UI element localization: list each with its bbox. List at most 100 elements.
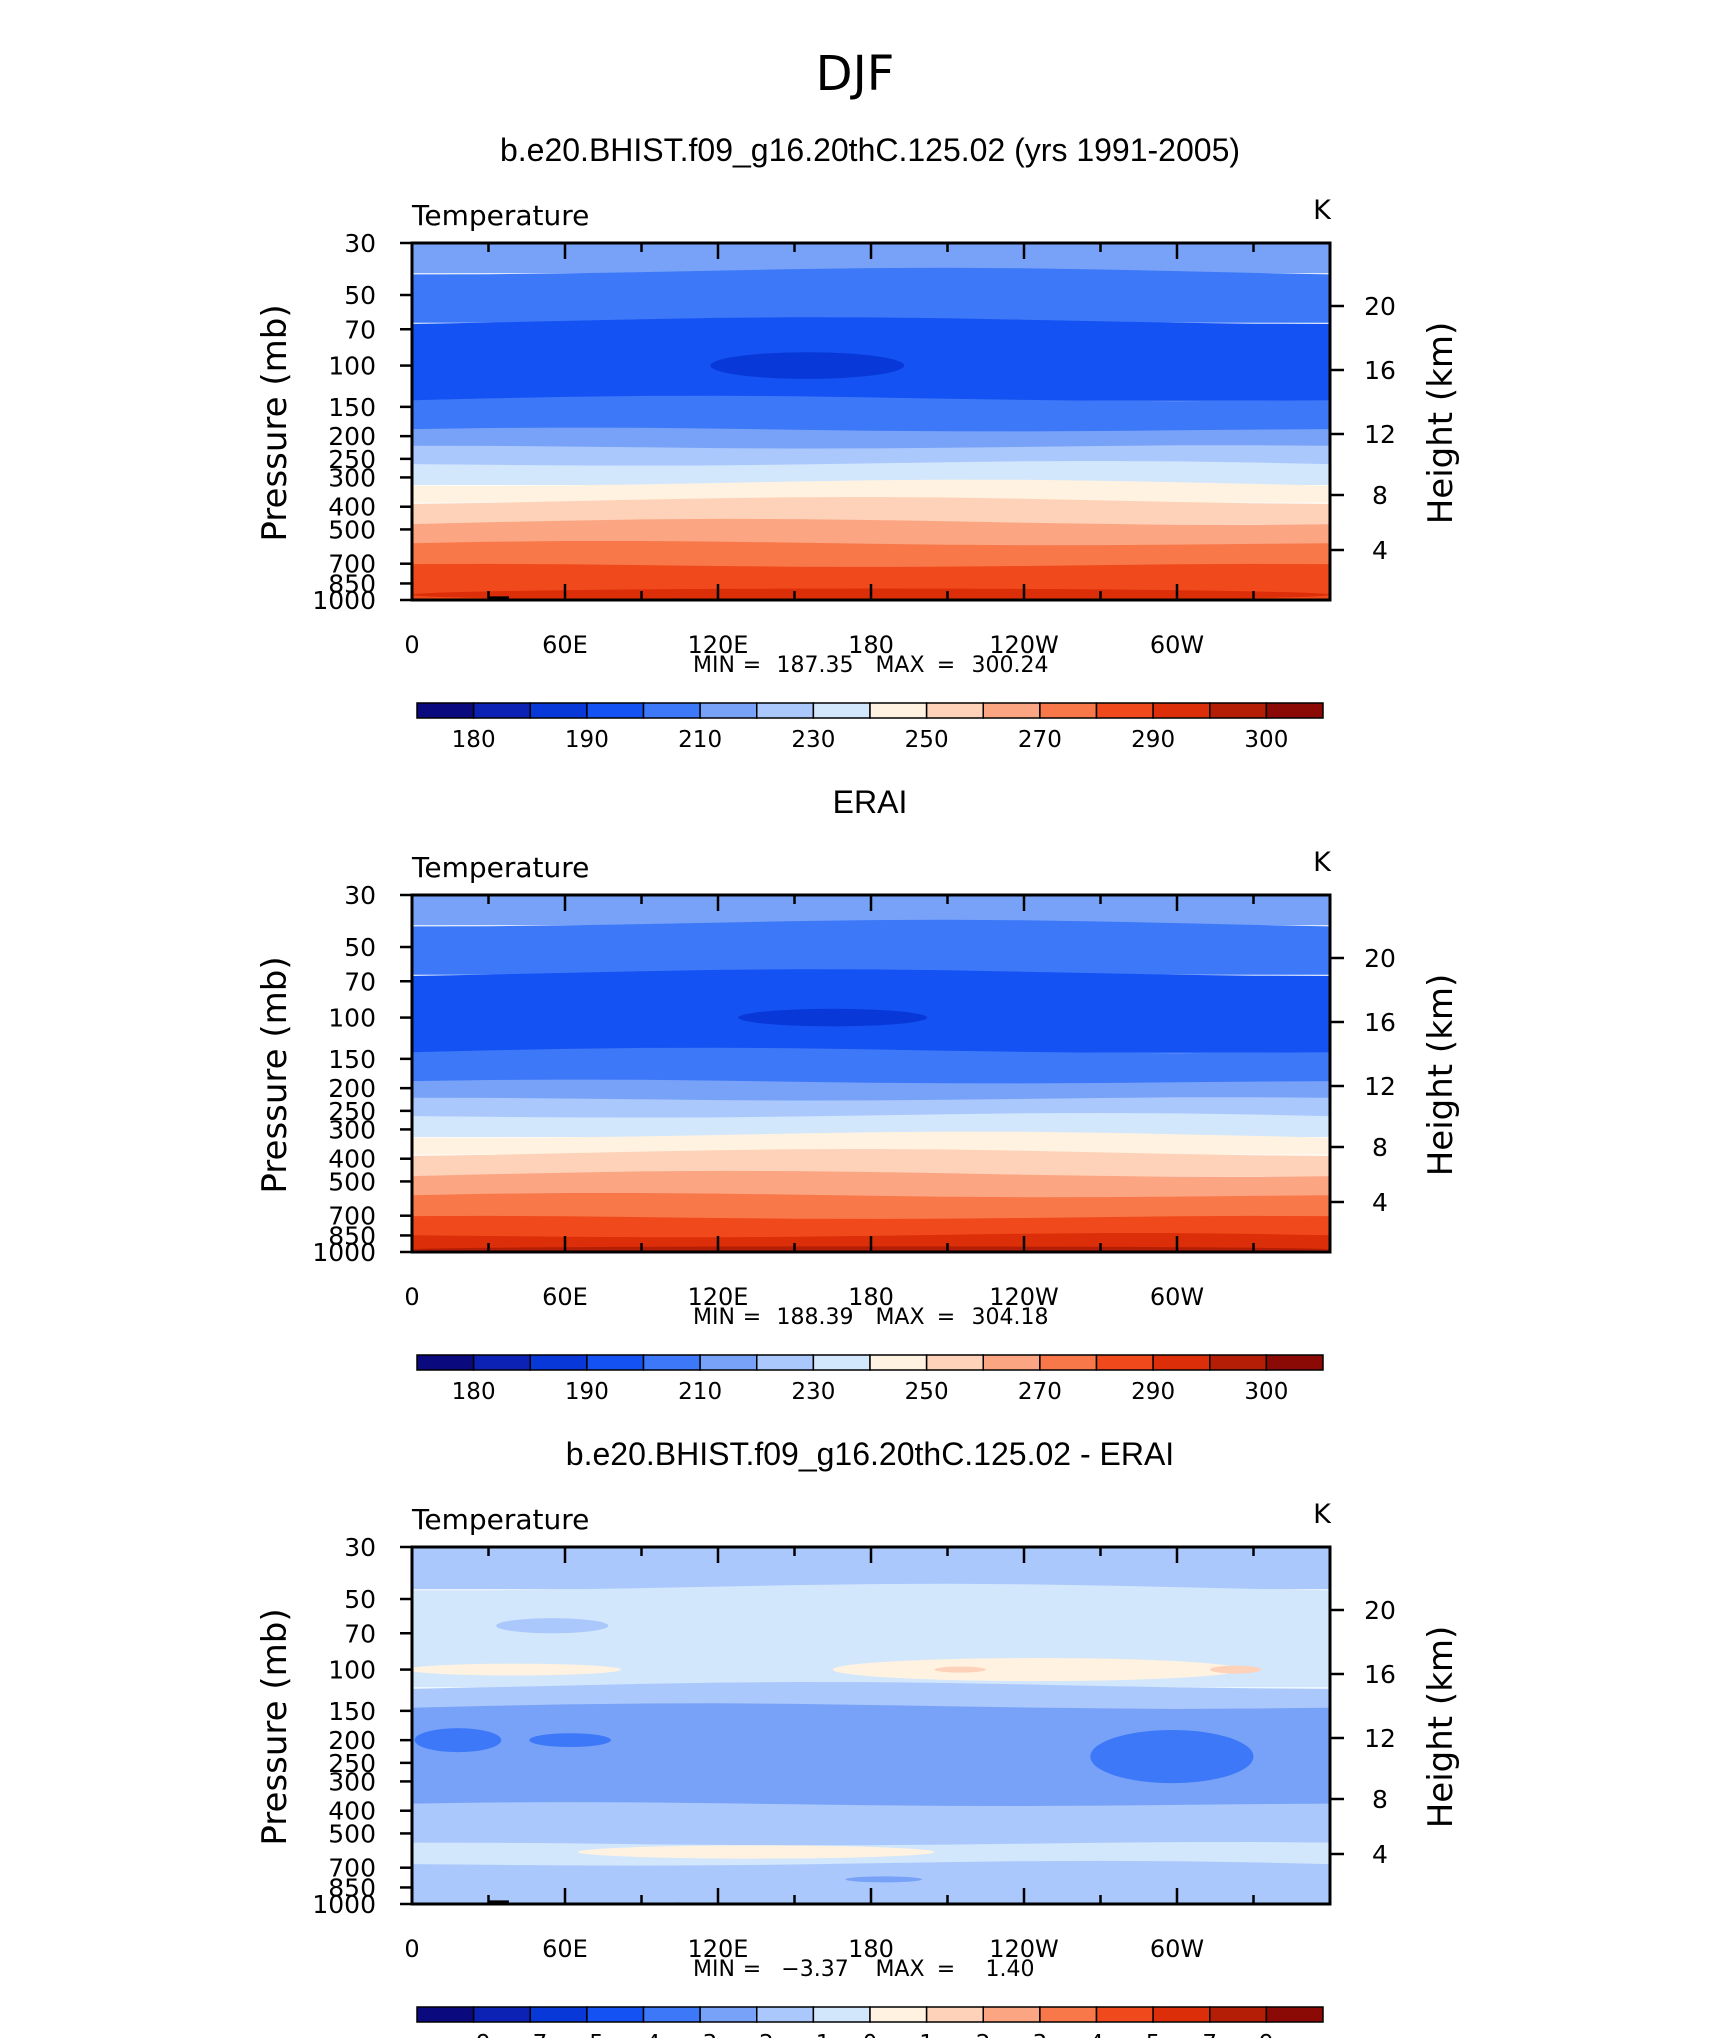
panel-1-contour-band	[412, 518, 1330, 546]
panel-3-height-axis: 4 8 12 16 20 Height (km)	[1330, 1596, 1461, 1869]
panel-2-colorbar-label: 180	[452, 1379, 496, 1405]
panel-2-contour-band	[412, 1193, 1330, 1220]
panel-3-colorbar: −9 −7 −5 −4 −3 −2 −1 0 1 2 3 4 5 7 9	[416, 2006, 1324, 2038]
panel-3-contour-blob	[934, 1666, 986, 1673]
panel-3-y-tick-label: 200	[328, 1726, 376, 1755]
panel-2-y-tick-label: 500	[328, 1167, 376, 1196]
panel-1-min-value: 187.35	[777, 653, 854, 678]
panel-1-colorbar-swatch	[1039, 702, 1098, 719]
panel-1-height-tick-label: 16	[1364, 356, 1396, 385]
panel-2-y-tick-label: 300	[328, 1115, 376, 1144]
panel-3-max-value: 1.40	[986, 1957, 1035, 1982]
panel-2-colorbar-label: 190	[565, 1379, 609, 1405]
panel-3-colorbar-swatch	[756, 2006, 815, 2023]
panel-1-contour-band	[412, 497, 1330, 525]
panel-2-colorbar-swatch	[756, 1354, 815, 1371]
panel-2-colorbar-swatch	[529, 1354, 588, 1371]
panel-3-height-tick-label: 16	[1364, 1660, 1396, 1689]
panel-3-contour-band	[412, 1802, 1330, 1846]
panel-3-colorbar-label: −5	[570, 2031, 604, 2038]
panel-2-title: ERAI	[833, 784, 908, 820]
panel-2-colorbar-swatch	[586, 1354, 645, 1371]
panel-2-colorbar-swatch	[1152, 1354, 1211, 1371]
panel-3-colorbar-label: 5	[1146, 2031, 1161, 2038]
panel-3-colorbar-swatch	[1095, 2006, 1154, 2023]
panel-3-contour-blob	[577, 1845, 935, 1859]
panel-1-colorbar-swatch	[642, 702, 701, 719]
panel-3-colorbar-label: 3	[1033, 2031, 1048, 2038]
panel-2-colorbar-swatch	[812, 1354, 871, 1371]
panel-2-contour-band	[412, 1215, 1330, 1238]
panel-1-colorbar: 180 190 210 230 250 270 290 300	[416, 702, 1324, 753]
panel-2-y-tick-label: 150	[328, 1045, 376, 1074]
panel-1-colorbar-label: 270	[1018, 727, 1062, 753]
panel-2-variable-label: Temperature	[411, 851, 589, 884]
panel-3-units-label: K	[1313, 1499, 1332, 1530]
panel-1-height-tick-label: 8	[1372, 481, 1388, 510]
panel-3-y-tick-label: 70	[344, 1619, 376, 1648]
panel-3-colorbar-label: −1	[796, 2031, 830, 2038]
panel-1-x-tick-label: 60W	[1150, 631, 1204, 659]
panel-2-colorbar-swatch	[1095, 1354, 1154, 1371]
panel-2-colorbar-swatch	[982, 1354, 1041, 1371]
panel-1-y-axis-title: Pressure (mb)	[255, 304, 295, 541]
panel-1-colorbar-swatch	[982, 702, 1041, 719]
panel-3-colorbar-label: 4	[1089, 2031, 1104, 2038]
panel-3-colorbar-swatch	[472, 2006, 531, 2023]
panel-1-colorbar-swatch	[756, 702, 815, 719]
panel-2-colorbar-label: 210	[678, 1379, 722, 1405]
panel-3-contour-blob	[414, 1728, 502, 1753]
panel-3-y-tick-label: 1000	[312, 1890, 376, 1919]
panel-1-height-tick-label: 4	[1372, 536, 1388, 565]
panel-1-x-axis: 0 60E 120E 180 120W 60W	[404, 243, 1332, 659]
panel-3-contour-blob	[1210, 1665, 1262, 1674]
panel-3-height-tick-label: 4	[1372, 1840, 1388, 1869]
panel-1-colorbar-swatch	[586, 702, 645, 719]
panel-3-x-tick-label: 60E	[542, 1935, 588, 1963]
panel-1-colorbar-label: 230	[791, 727, 835, 753]
panel-2-x-tick-label: 180	[848, 1283, 894, 1311]
panel-1-colorbar-swatch	[699, 702, 758, 719]
panel-2-x-axis: 0 60E 120E 180 120W 60W	[404, 895, 1332, 1311]
svg-text:=: =	[937, 653, 955, 678]
panel-1-height-tick-label: 12	[1364, 420, 1396, 449]
panel-3-contour-blob	[529, 1733, 611, 1748]
panel-3-colorbar-label: −7	[513, 2031, 547, 2038]
panel-1-contour-band	[412, 461, 1330, 485]
panel-3-x-axis: 0 60E 120E 180 120W 60W	[404, 1547, 1332, 1963]
panel-1-y-tick-label: 1000	[312, 586, 376, 615]
panel-1: b.e20.BHIST.f09_g16.20thC.125.02 (yrs 19…	[255, 132, 1461, 753]
panel-2-max-value: 304.18	[972, 1305, 1049, 1330]
panel-1-colorbar-label: 300	[1244, 727, 1288, 753]
panel-3-contour-blob	[1090, 1730, 1254, 1784]
panel-1-colorbar-swatch	[1209, 702, 1268, 719]
panel-2-min-label: MIN	[693, 1305, 735, 1330]
panel-1-height-tick-label: 20	[1364, 292, 1396, 321]
panel-2-contour-blob	[738, 1008, 928, 1027]
panel-2-colorbar-swatch	[416, 1354, 475, 1371]
panel-3-height-tick-label: 12	[1364, 1724, 1396, 1753]
panel-1-minmax: MIN = 187.35 MAX = 300.24	[693, 653, 1048, 678]
panel-3-contour-band	[412, 1860, 1330, 1904]
svg-text:=: =	[743, 1957, 761, 1982]
panel-1-y-tick-label: 250	[328, 445, 376, 474]
panel-3-contour-blob	[832, 1658, 1241, 1682]
panel-3-colorbar-swatch	[982, 2006, 1041, 2023]
panel-3-x-tick-label: 120E	[688, 1935, 749, 1963]
panel-1-title: b.e20.BHIST.f09_g16.20thC.125.02 (yrs 19…	[500, 132, 1240, 168]
panel-1-y-tick-label: 850	[328, 569, 376, 598]
panel-3-minmax: MIN = −3.37 MAX = 1.40	[693, 1957, 1034, 1982]
panel-2-units-label: K	[1313, 847, 1332, 878]
panel-1-contour-blob	[710, 352, 905, 379]
panel-3-contour-blob	[412, 1663, 622, 1676]
panel-3-colorbar-label: 1	[919, 2031, 934, 2038]
panel-3-min-value: −3.37	[781, 1957, 848, 1982]
panel-1-colorbar-label: 210	[678, 727, 722, 753]
panel-1-colorbar-label: 290	[1131, 727, 1175, 753]
panel-3-colorbar-label: −2	[740, 2031, 774, 2038]
panel-1-y-tick-label: 100	[328, 352, 376, 381]
panel-2-y-tick-label: 70	[344, 967, 376, 996]
panel-3-max-label: MAX	[875, 1957, 924, 1982]
panel-3-height-tick-label: 8	[1372, 1785, 1388, 1814]
panel-1-y-tick-label: 50	[344, 281, 376, 310]
